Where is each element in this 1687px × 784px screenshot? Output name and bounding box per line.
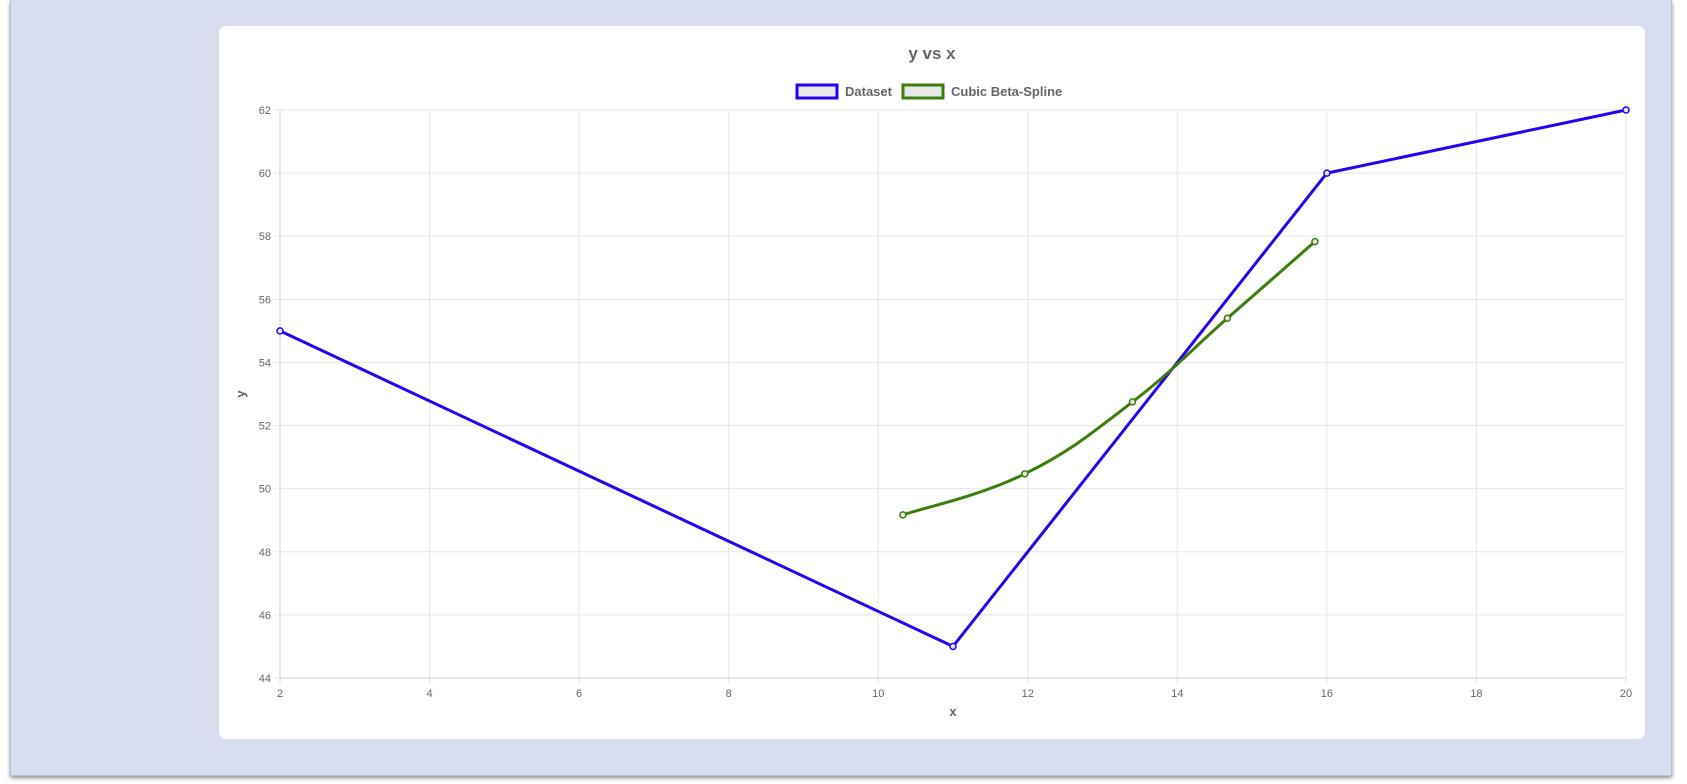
- chart-card: 2 4 6 8 10 12 14 16 18 20 44 46 48 50 52 54 56 58 60 62 y v…: [219, 26, 1645, 739]
- series: [276, 106, 1630, 651]
- y-tick-label: 52: [259, 421, 271, 433]
- data-point[interactable]: [1128, 398, 1137, 406]
- x-tick-label: 18: [1470, 688, 1482, 700]
- series-cubic-beta-spline: [899, 237, 1319, 519]
- x-tick-label: 6: [576, 688, 582, 700]
- x-tick-label: 14: [1171, 688, 1183, 700]
- y-tick-label: 44: [259, 673, 271, 685]
- series-line: [279, 108, 1627, 648]
- data-point[interactable]: [1323, 169, 1331, 177]
- data-point[interactable]: [276, 327, 284, 335]
- data-point[interactable]: [899, 511, 907, 519]
- data-point[interactable]: [1223, 314, 1232, 323]
- series-line: [902, 240, 1316, 517]
- y-tick-label: 48: [259, 547, 271, 559]
- x-tick-label: 10: [872, 688, 884, 700]
- legend-label: Dataset: [845, 84, 893, 99]
- y-axis-title: y: [233, 390, 248, 398]
- x-tick-label: 8: [726, 688, 732, 700]
- legend: Dataset Cubic Beta-Spline: [795, 83, 1062, 100]
- y-tick-label: 60: [259, 168, 271, 180]
- legend-item[interactable]: Dataset: [795, 83, 893, 100]
- chart-title: y vs x: [908, 44, 956, 63]
- y-tick-label: 54: [259, 357, 271, 369]
- x-tick-label: 12: [1022, 688, 1034, 700]
- data-point[interactable]: [1622, 106, 1630, 114]
- data-point[interactable]: [949, 642, 957, 651]
- legend-item[interactable]: Cubic Beta-Spline: [901, 83, 1062, 100]
- page-background: 2 4 6 8 10 12 14 16 18 20 44 46 48 50 52 54 56 58 60 62 y v…: [10, 0, 1672, 776]
- legend-swatch: [901, 83, 945, 100]
- data-point[interactable]: [1021, 470, 1029, 478]
- y-tick-label: 58: [259, 231, 271, 243]
- y-tick-label: 46: [259, 610, 271, 622]
- y-tick-label: 50: [259, 484, 271, 496]
- x-tick-label: 2: [277, 688, 283, 700]
- x-tick-label: 20: [1620, 688, 1632, 700]
- x-tick-label: 16: [1321, 688, 1333, 700]
- x-tick-label: 4: [426, 688, 432, 700]
- y-tick-label: 62: [259, 105, 271, 117]
- grid: [274, 109, 1627, 684]
- y-tick-label: 56: [259, 294, 271, 306]
- data-point[interactable]: [1311, 237, 1319, 246]
- series-dataset: [276, 106, 1630, 651]
- x-axis-title: x: [949, 704, 957, 719]
- legend-swatch: [795, 83, 839, 100]
- legend-label: Cubic Beta-Spline: [951, 84, 1062, 99]
